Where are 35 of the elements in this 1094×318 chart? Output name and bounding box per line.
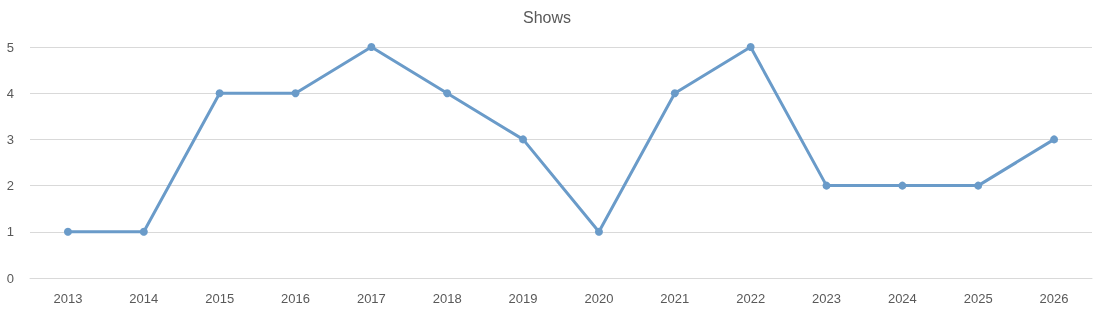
point bbox=[822, 181, 831, 190]
point bbox=[291, 89, 300, 98]
x-tick-label: 2025 bbox=[963, 291, 993, 306]
y-tick-label: 4 bbox=[6, 85, 14, 101]
x-tick-label: 2013 bbox=[53, 291, 83, 306]
x-tick-label: 2016 bbox=[281, 291, 310, 306]
x-tick-label: 2019 bbox=[508, 291, 538, 306]
x-tick-label: 2018 bbox=[432, 291, 462, 306]
point bbox=[519, 135, 528, 144]
point bbox=[367, 43, 376, 51]
point bbox=[746, 43, 755, 51]
point bbox=[594, 227, 603, 236]
y-tick-label: 2 bbox=[6, 178, 14, 194]
x-tick-label: 2022 bbox=[736, 291, 766, 306]
chart-title: Shows bbox=[522, 8, 572, 26]
point bbox=[670, 89, 679, 98]
x-tick-label: 2014 bbox=[129, 291, 159, 306]
y-tick-label: 3 bbox=[6, 131, 14, 147]
x-tick-label: 2017 bbox=[356, 291, 386, 306]
x-tick-label: 2021 bbox=[660, 291, 690, 306]
point bbox=[139, 227, 148, 236]
y-tick-label: 1 bbox=[6, 224, 14, 240]
x-tick-label: 2023 bbox=[812, 291, 841, 306]
x-tick-label: 2020 bbox=[584, 291, 614, 306]
y-tick-label: 0 bbox=[6, 270, 14, 286]
point bbox=[443, 89, 452, 98]
y-tick-label: 5 bbox=[6, 39, 14, 55]
point bbox=[974, 181, 983, 190]
point bbox=[63, 227, 72, 236]
x-tick-label: 2015 bbox=[205, 291, 235, 306]
point bbox=[1050, 135, 1059, 144]
x-tick-label: 2024 bbox=[887, 291, 917, 306]
point bbox=[215, 89, 224, 98]
point bbox=[898, 181, 907, 190]
x-tick-label: 2026 bbox=[1039, 291, 1069, 306]
